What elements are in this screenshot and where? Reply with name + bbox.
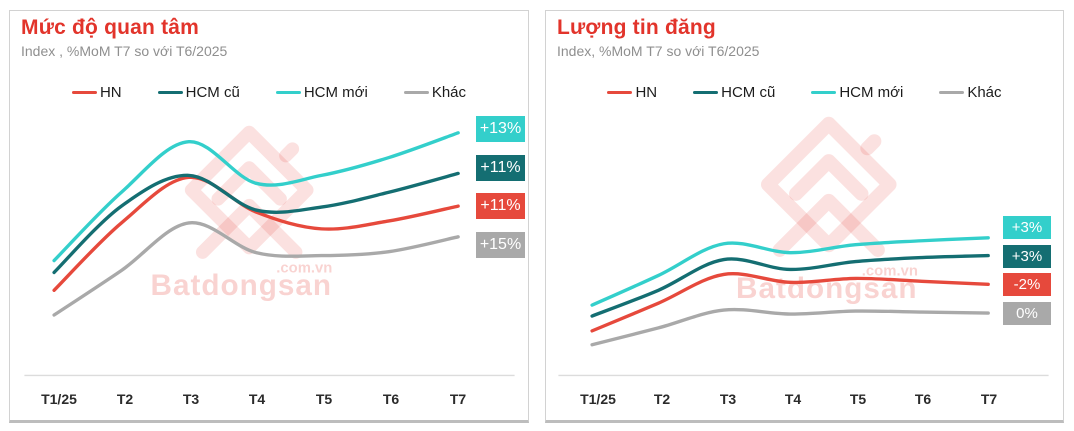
brand-watermark — [184, 125, 314, 259]
series-line — [52, 131, 460, 263]
batdongsan-logo-icon — [184, 125, 314, 255]
chart-canvas: .com.vn Batdongsan — [24, 125, 515, 377]
brand-watermark — [760, 116, 897, 257]
series-lines — [590, 236, 990, 347]
watermark-domain-text: .com.vn — [862, 263, 918, 279]
batdongsan-logo-chimney-icon — [279, 142, 300, 163]
chart-subtitle: Index, %MoM T7 so với T6/2025 — [557, 43, 760, 59]
chart-card-listings: .com.vn Batdongsan Lượng tin đăng Index,… — [545, 10, 1064, 423]
chart-canvas: .com.vn Batdongsan — [558, 116, 1049, 377]
series-line — [52, 171, 460, 275]
chart-card-interest: .com.vn Batdongsan Mức độ quan tâm Index… — [9, 10, 529, 423]
batdongsan-logo-chevron-upper-icon — [789, 154, 869, 201]
chart-title: Mức độ quan tâm — [21, 16, 200, 39]
batdongsan-logo-chevron-upper-icon — [211, 161, 287, 206]
batdongsan-logo-icon — [760, 116, 897, 253]
watermark-domain-text: .com.vn — [276, 260, 332, 276]
series-line — [590, 236, 990, 307]
batdongsan-logo-chevron-lower-icon — [195, 198, 303, 259]
watermark-brand-text: Batdongsan — [151, 269, 332, 302]
chart-subtitle: Index , %MoM T7 so với T6/2025 — [21, 43, 228, 59]
series-line — [590, 253, 990, 318]
series-line — [590, 307, 990, 347]
series-line — [52, 221, 460, 317]
batdongsan-logo-chimney-icon — [860, 134, 882, 156]
batdongsan-logo-chevron-lower-icon — [772, 193, 885, 257]
chart-title: Lượng tin đăng — [557, 16, 716, 39]
series-line — [590, 272, 990, 333]
series-lines — [52, 131, 460, 317]
